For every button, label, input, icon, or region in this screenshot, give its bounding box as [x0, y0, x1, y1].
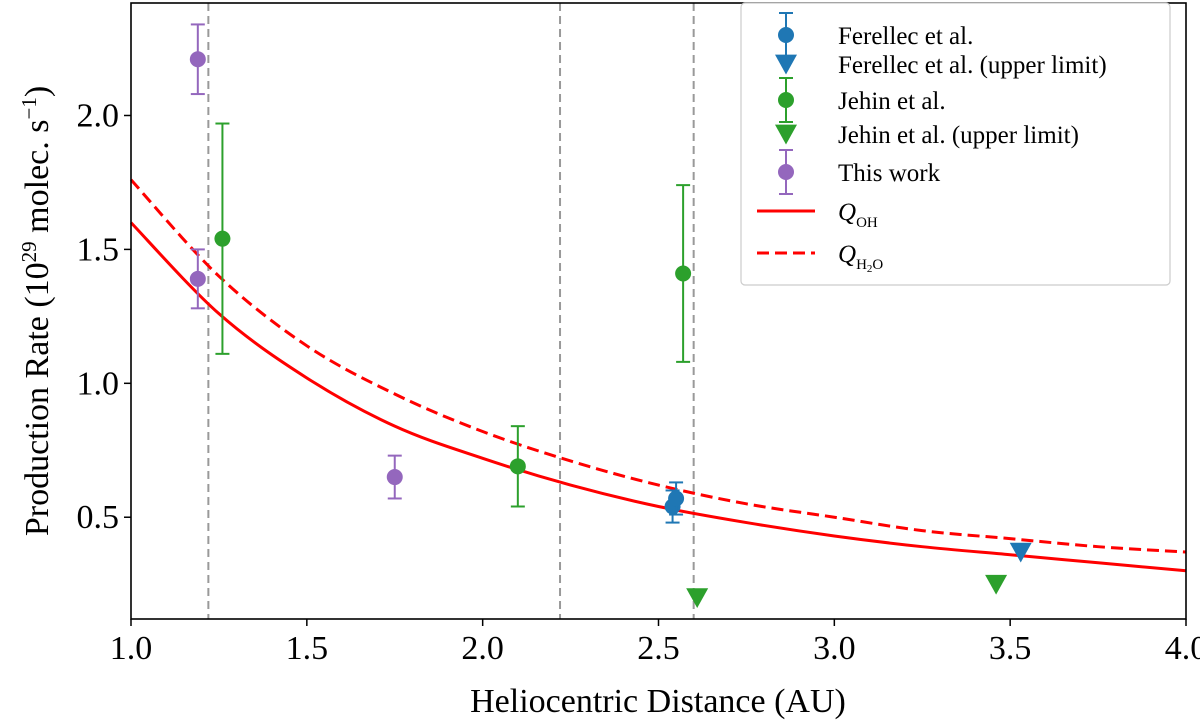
curve-q_h2o [129, 178, 1187, 554]
legend-label-ferellec-upper-limit: Ferellec et al. (upper limit) [838, 52, 1107, 79]
legend-symbol-ferellec_ul [775, 54, 797, 75]
x-tick-label-4: 3.0 [813, 630, 856, 667]
x-tick-label-3: 2.5 [637, 630, 680, 667]
curve-q_oh [129, 221, 1187, 573]
legend-label-jehin-upper-limit: Jehin et al. (upper limit) [838, 122, 1079, 149]
y-axis-label-exponent: 29 [17, 241, 41, 262]
y-tick-label-2: 1.5 [77, 231, 120, 268]
x-tick-label-1: 1.5 [286, 630, 329, 667]
x-axis-label: Heliocentric Distance (AU) [470, 683, 846, 720]
y-axis-label-unit-exponent: −1 [17, 97, 41, 119]
point-jehin_ul-1 [985, 574, 1008, 595]
data-points [189, 23, 1032, 609]
y-axis-label-unit: molec. s [19, 120, 56, 242]
point-ferellec_ul-0 [1009, 542, 1032, 563]
legend-label-jehin: Jehin et al. [838, 88, 946, 115]
legend-symbol-ferellec [778, 27, 794, 43]
point-thiswork-1 [189, 270, 206, 287]
legend-symbols [757, 12, 815, 255]
point-jehin-1 [509, 458, 526, 475]
x-tick-label-5: 3.5 [989, 630, 1032, 667]
x-tick-label-6: 4.0 [1165, 630, 1200, 667]
y-axis-label: Production Rate (1029 molec. s−1) [17, 86, 56, 536]
legend-label-this-work: This work [838, 160, 941, 187]
y-axis: 0.5 1.0 1.5 2.0 [77, 97, 131, 536]
legend-symbol-thiswork [778, 164, 794, 180]
model-curves [129, 178, 1187, 573]
point-jehin-2 [675, 265, 692, 282]
x-tick-label-0: 1.0 [110, 630, 153, 667]
y-tick-label-0: 0.5 [77, 499, 120, 536]
legend-label-q-oh: QOH [838, 199, 878, 231]
y-axis-label-suffix: ) [19, 86, 56, 97]
point-jehin_ul-0 [686, 588, 709, 609]
point-jehin-0 [214, 230, 231, 247]
x-axis: 1.0 1.5 2.0 2.5 3.0 3.5 4.0 [110, 619, 1200, 667]
point-thiswork-0 [189, 51, 206, 68]
legend-label-q-h2o: QH2O [838, 241, 883, 275]
point-ferellec-1 [668, 490, 685, 507]
x-tick-label-2: 2.0 [461, 630, 504, 667]
y-tick-label-1: 1.0 [77, 365, 120, 402]
legend: Ferellec et al. Ferellec et al. (upper l… [740, 2, 1171, 286]
y-axis-label-prefix: Production Rate (10 [19, 262, 56, 536]
vertical-reference-lines [207, 3, 695, 619]
legend-box [740, 2, 1171, 286]
legend-label-ferellec: Ferellec et al. [838, 23, 973, 50]
y-tick-label-3: 2.0 [77, 97, 120, 134]
legend-symbol-jehin [778, 92, 794, 108]
point-thiswork-2 [386, 469, 403, 486]
legend-symbol-jehin_ul [775, 124, 797, 145]
